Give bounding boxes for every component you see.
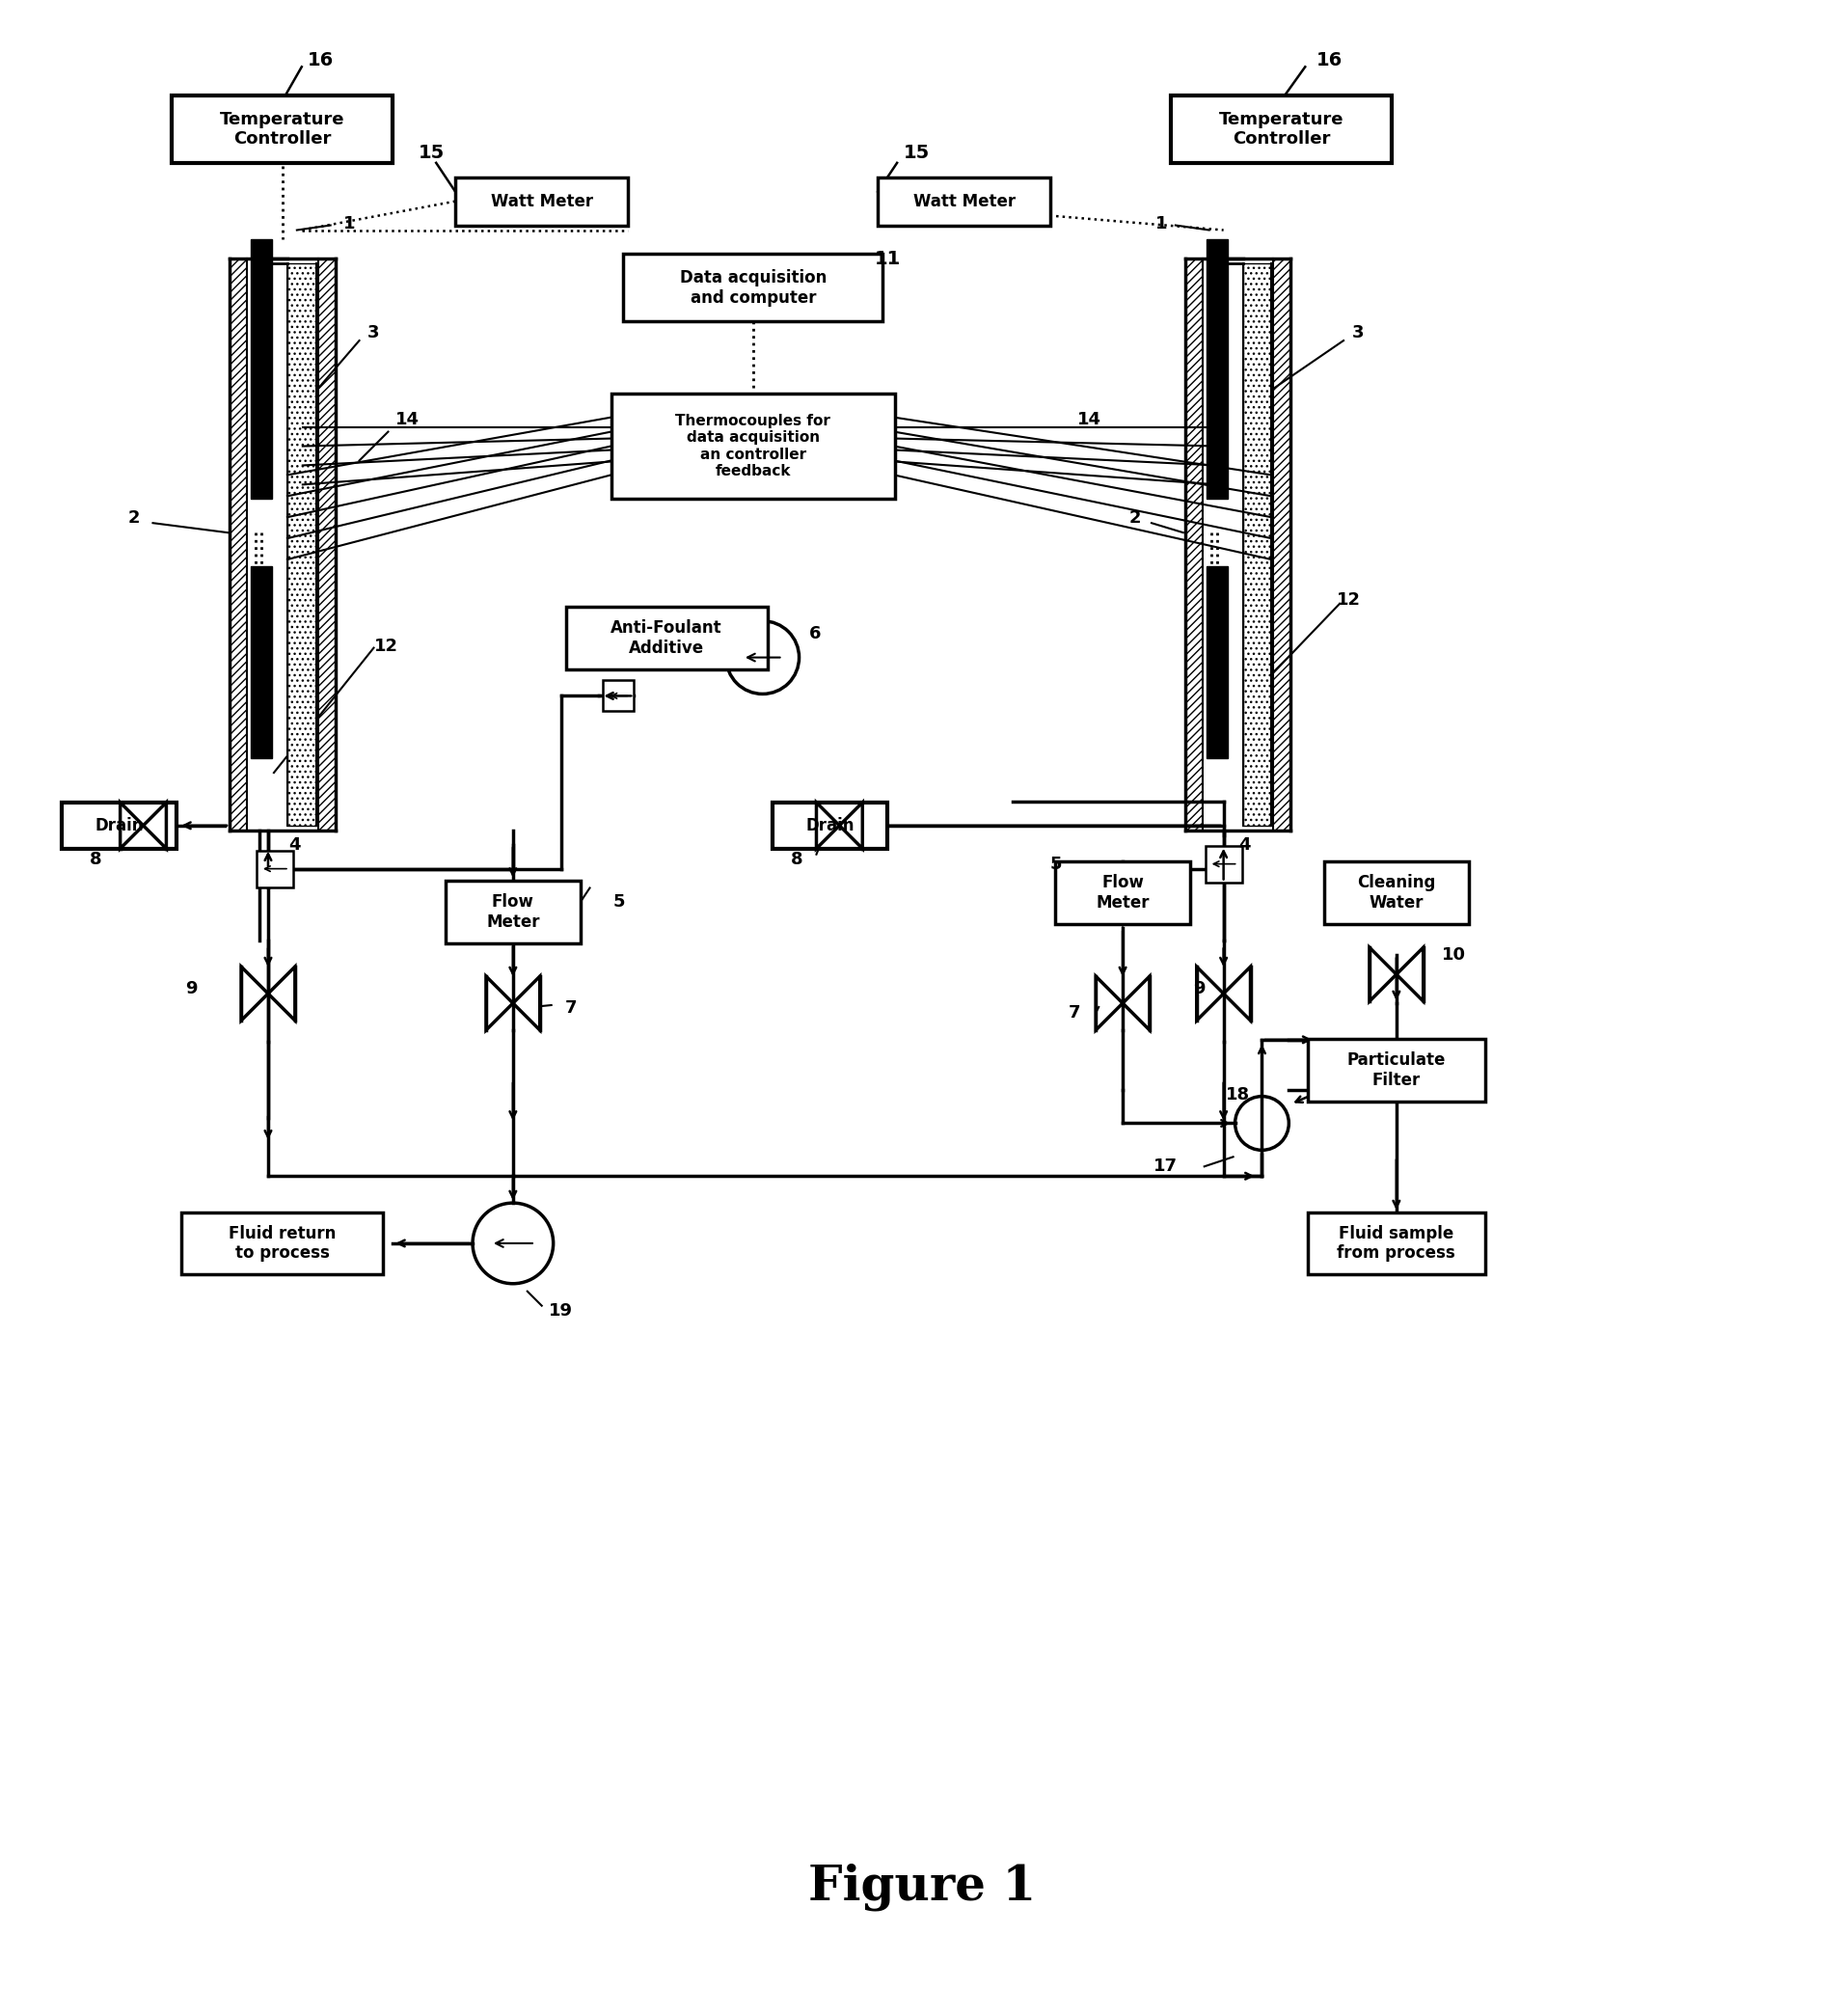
Bar [229,258,247,831]
Text: 1: 1 [1155,214,1168,232]
Text: 9: 9 [184,980,197,998]
Text: Cleaning
Water: Cleaning Water [1358,875,1435,911]
Text: Flow
Meter: Flow Meter [1096,875,1149,911]
Text: Drain: Drain [94,816,144,835]
Text: 10: 10 [1443,946,1467,964]
Bar [256,851,293,887]
Bar [1207,566,1227,758]
Bar [251,566,271,758]
Text: 5: 5 [613,893,625,911]
Text: Temperature
Controller: Temperature Controller [1220,111,1343,147]
Bar [446,881,579,943]
Text: Figure 1: Figure 1 [808,1863,1037,1911]
Bar [1244,264,1271,825]
Text: 4: 4 [1238,837,1251,853]
Bar [456,177,627,226]
Bar [1325,861,1469,923]
Bar [624,254,882,321]
Text: 7: 7 [1068,1004,1081,1022]
Bar [317,258,336,831]
Text: 15: 15 [419,143,445,163]
Text: 3: 3 [367,325,380,341]
Text: 5: 5 [1050,855,1061,873]
Text: Data acquisition
and computer: Data acquisition and computer [679,268,827,306]
Text: Temperature
Controller: Temperature Controller [220,111,345,147]
Bar [172,95,393,163]
Text: 11: 11 [875,250,900,268]
Text: Watt Meter: Watt Meter [491,194,592,210]
Bar [1184,258,1203,831]
Text: Drain: Drain [806,816,854,835]
Text: Fluid sample
from process: Fluid sample from process [1338,1224,1456,1262]
Text: 8: 8 [792,851,803,867]
Text: 12: 12 [1336,591,1360,609]
Bar [878,177,1050,226]
Text: 14: 14 [1077,411,1101,427]
Text: 8: 8 [89,851,101,867]
Text: 2: 2 [127,510,140,526]
Text: 7: 7 [565,1000,577,1016]
Bar [251,240,271,500]
Text: 3: 3 [1352,325,1363,341]
Text: Flow
Meter: Flow Meter [487,893,541,931]
Text: 17: 17 [1153,1157,1177,1175]
Bar [1205,845,1242,883]
Text: 12: 12 [375,637,399,655]
Text: Particulate
Filter: Particulate Filter [1347,1052,1446,1089]
Text: 14: 14 [395,411,419,427]
Text: 16: 16 [1315,50,1343,69]
Bar [1308,1038,1485,1101]
Text: 15: 15 [902,143,930,163]
Text: Fluid return
to process: Fluid return to process [229,1224,336,1262]
Text: 2: 2 [1129,510,1142,526]
Text: 18: 18 [1225,1087,1251,1103]
Bar [288,264,315,825]
Text: 6: 6 [810,625,821,643]
Bar [773,802,887,849]
Text: 19: 19 [550,1302,574,1318]
Text: 16: 16 [308,50,334,69]
Bar [603,681,635,712]
Bar [1273,258,1292,831]
Text: Thermocouples for
data acquisition
an controller
feedback: Thermocouples for data acquisition an co… [675,413,830,478]
Bar [611,393,895,500]
Text: Anti-Foulant
Additive: Anti-Foulant Additive [611,619,723,657]
Bar [61,802,177,849]
Bar [1207,240,1227,500]
Bar [181,1212,384,1274]
Text: 1: 1 [343,214,356,232]
Text: 4: 4 [290,837,301,853]
Bar [1308,1212,1485,1274]
Bar [1172,95,1391,163]
Text: Watt Meter: Watt Meter [913,194,1015,210]
Bar [1055,861,1190,923]
Text: 9: 9 [1194,980,1205,998]
Bar [566,607,768,669]
